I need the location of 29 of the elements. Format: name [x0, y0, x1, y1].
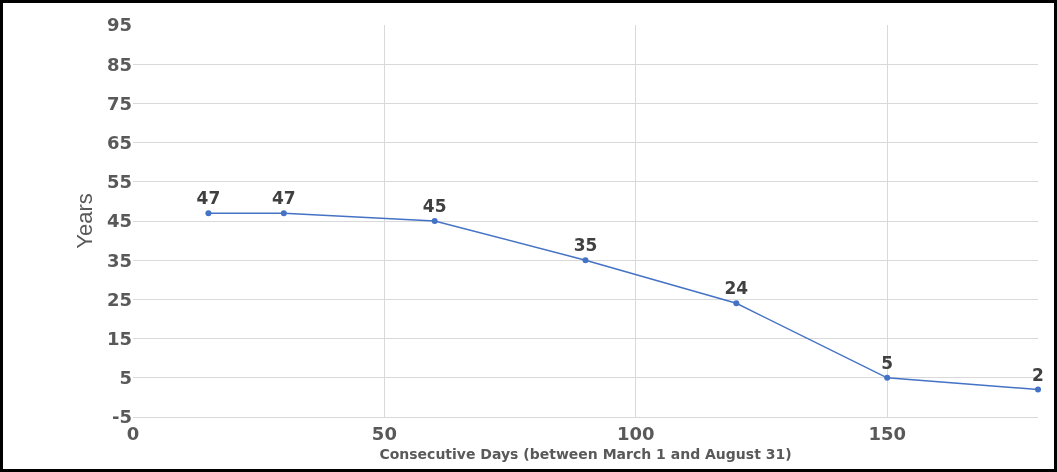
data-label: 2 — [1032, 364, 1044, 385]
y-tick-label: 5 — [119, 367, 132, 389]
point — [733, 300, 740, 307]
data-label: 24 — [724, 278, 749, 299]
x-tick-label: 100 — [616, 422, 655, 444]
y-tick-label: 25 — [106, 288, 132, 310]
point — [280, 210, 287, 217]
y-tick-label: 85 — [106, 53, 132, 75]
y-tick-label: 95 — [106, 14, 132, 36]
point — [1035, 386, 1041, 393]
point — [431, 218, 438, 224]
x-tick-label: 150 — [868, 422, 906, 444]
y-tick-label: 55 — [106, 171, 132, 193]
y-tick-label: 45 — [106, 210, 132, 232]
x-axis-title: Consecutive Days (between March 1 and August 31) — [379, 445, 792, 462]
point — [582, 257, 589, 264]
point — [205, 210, 212, 217]
point — [884, 374, 891, 381]
x-tick-label: 50 — [371, 422, 397, 444]
data-label: 47 — [271, 188, 296, 209]
data-label: 35 — [573, 235, 598, 256]
y-axis-title: Years — [71, 193, 97, 249]
y-tick-label: 15 — [106, 327, 132, 349]
y-tick-label: 65 — [106, 131, 132, 153]
y-tick-label: 75 — [106, 92, 132, 114]
data-label: 47 — [196, 188, 221, 209]
data-label: 45 — [422, 196, 447, 216]
data-label: 5 — [881, 352, 894, 373]
y-tick-label: 35 — [106, 249, 132, 271]
